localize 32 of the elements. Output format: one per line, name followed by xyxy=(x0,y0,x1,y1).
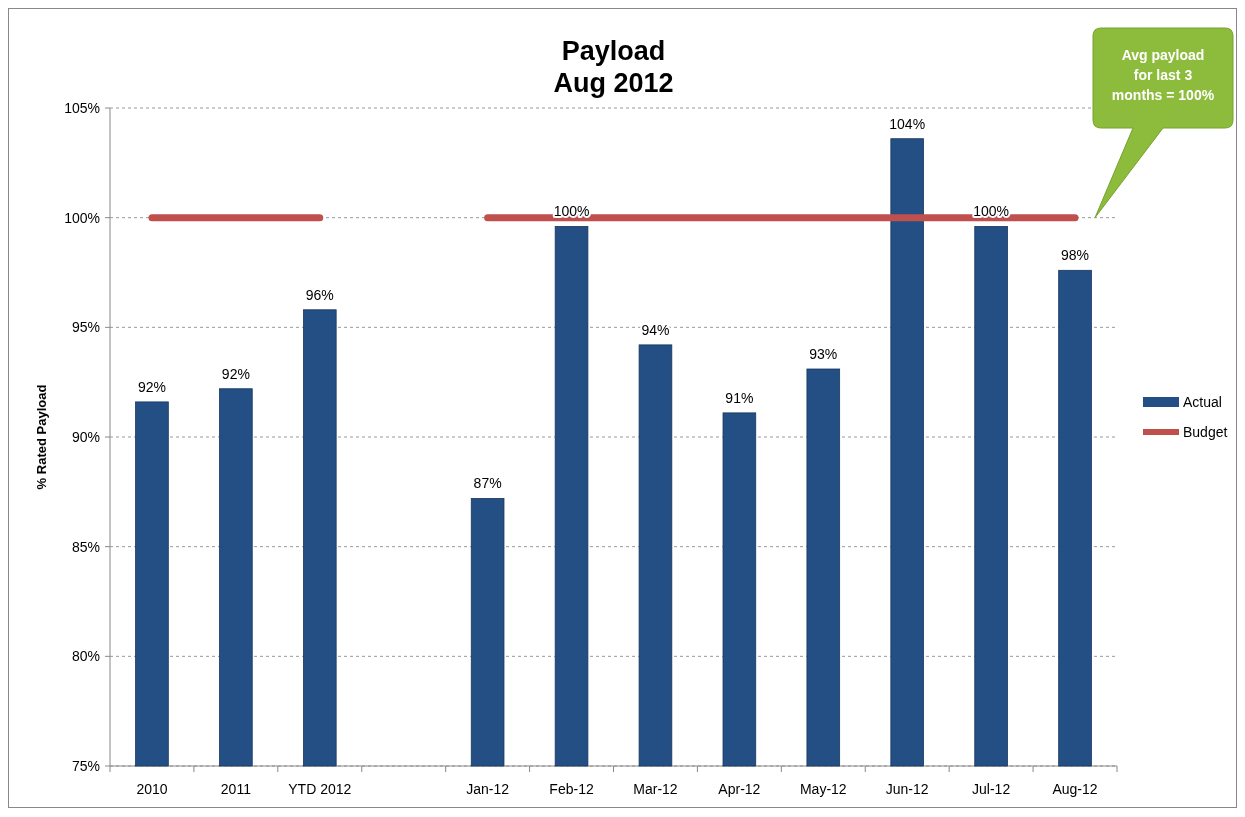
x-tick-label: Jun-12 xyxy=(885,781,929,797)
x-tick-label: Jan-12 xyxy=(466,781,510,797)
legend-label: Actual xyxy=(1183,394,1222,410)
data-label: 98% xyxy=(1061,247,1090,264)
data-label: 93% xyxy=(809,346,838,363)
y-tick-label: 90% xyxy=(71,429,100,445)
data-label: 104% xyxy=(889,115,926,132)
x-tick-label: Mar-12 xyxy=(633,781,678,797)
legend-label: Budget xyxy=(1183,424,1228,440)
data-label: 91% xyxy=(725,389,754,406)
y-tick-label: 75% xyxy=(71,758,100,774)
data-label: 92% xyxy=(137,378,166,395)
x-tick-label: Apr-12 xyxy=(718,781,761,797)
x-tick-label: 2010 xyxy=(136,781,168,797)
x-tick-label: Feb-12 xyxy=(549,781,594,797)
data-label: 94% xyxy=(641,321,670,338)
x-tick-label: Jul-12 xyxy=(972,781,1011,797)
x-tick-label: YTD 2012 xyxy=(288,781,352,797)
x-tick-label: 2011 xyxy=(220,781,252,797)
data-label: 92% xyxy=(221,365,250,382)
y-axis-title: % Rated Payload xyxy=(34,384,49,490)
chart-title: Payload Aug 2012 xyxy=(553,36,674,98)
text: Avg payload for last 3 months = 100% xyxy=(1111,47,1215,103)
x-tick-label: Aug-12 xyxy=(1052,781,1098,797)
y-tick-label: 85% xyxy=(71,538,100,555)
x-tick-label: May-12 xyxy=(799,781,847,797)
y-tick-label: 100% xyxy=(64,209,100,226)
y-tick-label: 80% xyxy=(71,648,100,665)
data-label: 87% xyxy=(473,475,502,492)
data-label: 96% xyxy=(305,286,334,303)
y-tick-label: 105% xyxy=(64,100,100,116)
y-tick-label: 95% xyxy=(71,319,100,336)
